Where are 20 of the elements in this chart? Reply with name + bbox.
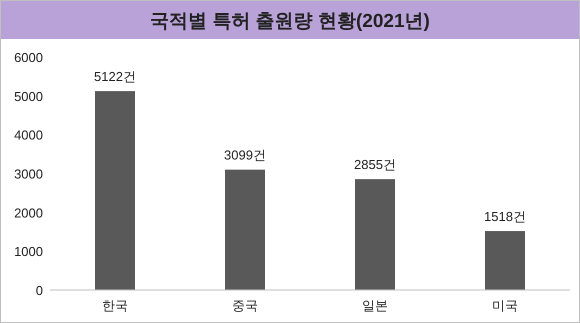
y-tick-label: 3000	[14, 166, 43, 182]
x-tick-label: 일본	[362, 298, 388, 313]
y-tick-label: 4000	[14, 128, 43, 143]
y-tick-label: 0	[36, 283, 43, 298]
bar	[485, 231, 525, 290]
data-label: 2855건	[354, 157, 396, 172]
x-tick-label: 미국	[492, 298, 518, 313]
y-tick-label: 2000	[14, 205, 43, 220]
chart-title: 국적별 특허 출원량 현황(2021년)	[150, 11, 430, 32]
bar	[225, 170, 265, 290]
x-tick-label: 중국	[232, 298, 258, 313]
bar	[95, 91, 135, 290]
data-label: 1518건	[484, 209, 526, 224]
x-tick-label: 한국	[102, 298, 128, 313]
bar	[355, 179, 395, 290]
y-tick-label: 6000	[14, 50, 43, 65]
y-tick-label: 1000	[14, 244, 43, 260]
data-label: 5122건	[94, 69, 136, 84]
y-tick-label: 5000	[14, 88, 43, 104]
data-label: 3099건	[224, 148, 266, 163]
